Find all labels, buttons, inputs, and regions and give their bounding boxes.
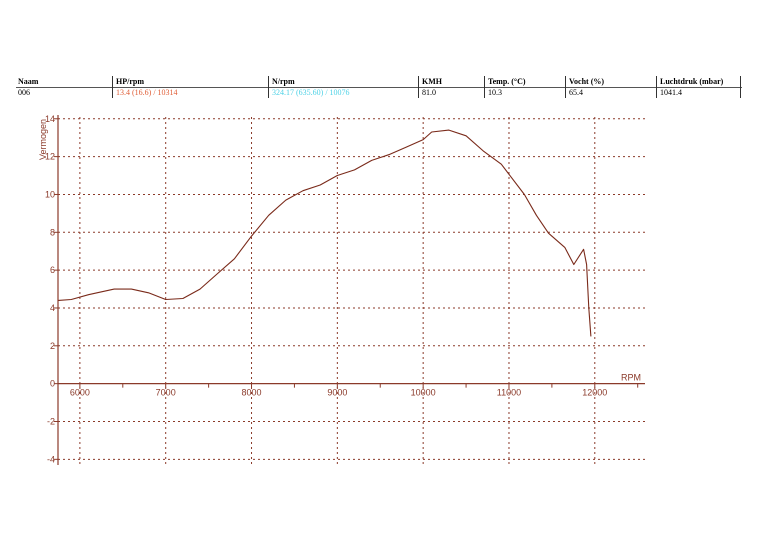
column-value: 1041.4 xyxy=(660,88,682,97)
column-value: 13.4 (16.6) / 10314 xyxy=(116,88,178,97)
column-header: Naam xyxy=(18,77,39,86)
column-header: Vocht (%) xyxy=(569,77,605,86)
y-tick-label: 14 xyxy=(45,114,55,124)
table-column: Luchtdruk (mbar) 1041.4 xyxy=(656,76,740,98)
y-tick-label: -4 xyxy=(47,454,55,464)
table-column: Temp. (°C) 10.3 xyxy=(484,76,565,98)
column-header: HP/rpm xyxy=(116,77,144,86)
x-tick-label: 9000 xyxy=(327,388,347,398)
column-header: Luchtdruk (mbar) xyxy=(660,77,724,86)
table-column: N/rpm 324.17 (635.60) / 10076 xyxy=(268,76,418,98)
column-header: KMH xyxy=(422,77,442,86)
x-tick-label: 10000 xyxy=(411,388,436,398)
x-tick-label: 12000 xyxy=(582,388,607,398)
column-header: Temp. (°C) xyxy=(488,77,526,86)
y-tick-label: 0 xyxy=(50,379,55,389)
y-tick-label: 8 xyxy=(50,227,55,237)
column-value: 81.0 xyxy=(422,88,436,97)
y-tick-label: -2 xyxy=(47,416,55,426)
table-column: Vocht (%) 65.4 xyxy=(565,76,656,98)
column-value: 10.3 xyxy=(488,88,502,97)
column-value: 65.4 xyxy=(569,88,583,97)
x-axis-label: RPM xyxy=(621,373,641,383)
info-table: Naam 006 HP/rpm 13.4 (16.6) / 10314 N/rpm 324… xyxy=(16,76,742,98)
column-value: 006 xyxy=(18,88,30,97)
y-tick-label: 4 xyxy=(50,303,55,313)
table-divider xyxy=(16,87,742,88)
table-end-border xyxy=(740,76,741,98)
table-column: Naam 006 xyxy=(16,76,112,98)
x-tick-label: 6000 xyxy=(70,388,90,398)
table-column: KMH 81.0 xyxy=(418,76,484,98)
y-axis-label: Vermogen xyxy=(38,119,48,160)
x-tick-label: 8000 xyxy=(242,388,262,398)
power-curve xyxy=(58,129,592,337)
table-column: HP/rpm 13.4 (16.6) / 10314 xyxy=(112,76,268,98)
column-value: 324.17 (635.60) / 10076 xyxy=(272,88,350,97)
y-tick-label: 2 xyxy=(50,341,55,351)
y-tick-label: 12 xyxy=(45,152,55,162)
x-tick-label: 11000 xyxy=(497,388,521,398)
y-tick-label: 6 xyxy=(50,265,55,275)
y-tick-label: 10 xyxy=(45,189,55,199)
x-tick-label: 7000 xyxy=(156,388,176,398)
column-header: N/rpm xyxy=(272,77,295,86)
